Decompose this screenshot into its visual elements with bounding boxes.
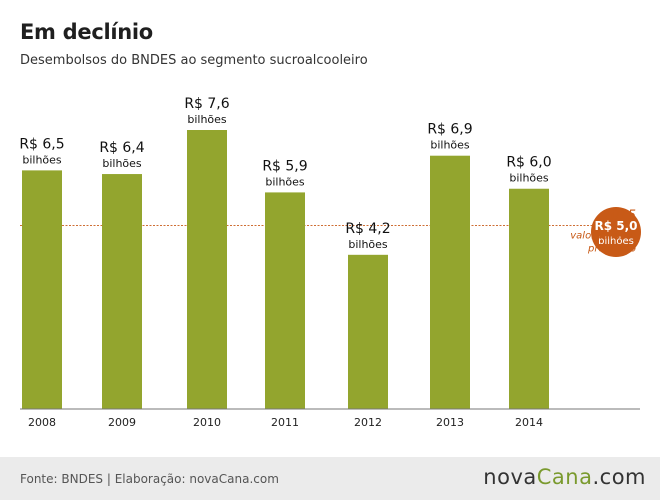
reference-value-label: R$ 5,0 (594, 219, 637, 233)
bar-2011 (265, 192, 305, 409)
value-label-2011: R$ 5,9 (262, 158, 307, 174)
footer: Fonte: BNDES | Elaboração: novaCana.com … (0, 457, 660, 500)
value-label-2012: R$ 4,2 (345, 221, 390, 237)
bar-2010 (187, 130, 227, 409)
bar-2013 (430, 155, 470, 409)
bar-2012 (348, 254, 388, 409)
x-tick-2009: 2009 (108, 416, 136, 429)
x-tick-2011: 2011 (271, 416, 299, 429)
unit-label-2011: bilhões (265, 175, 305, 188)
chart-subtitle: Desembolsos do BNDES ao segmento sucroal… (20, 53, 368, 68)
reference-year: 2015 (603, 208, 636, 223)
source-note: Fonte: BNDES | Elaboração: novaCana.com (20, 472, 279, 486)
x-tick-2012: 2012 (354, 416, 382, 429)
value-label-2008: R$ 6,5 (19, 136, 64, 152)
x-tick-2014: 2014 (515, 416, 543, 429)
bar-2008 (22, 170, 62, 409)
value-label-2009: R$ 6,4 (99, 140, 144, 156)
reference-note-line2: projetado (587, 243, 636, 254)
unit-label-2014: bilhões (509, 172, 549, 185)
x-tick-2013: 2013 (436, 416, 464, 429)
bar-2009 (102, 174, 142, 409)
unit-label-2013: bilhões (430, 139, 470, 152)
value-label-2013: R$ 6,9 (427, 122, 472, 138)
x-tick-2010: 2010 (193, 416, 221, 429)
value-label-2010: R$ 7,6 (184, 96, 229, 112)
value-label-2014: R$ 6,0 (506, 155, 551, 171)
unit-label-2012: bilhões (348, 238, 388, 251)
unit-label-2010: bilhões (187, 113, 227, 126)
reference-badge (591, 207, 641, 257)
x-tick-2008: 2008 (28, 416, 56, 429)
brand-logo: novaCana.com (483, 465, 646, 489)
reference-unit-label: bilhões (598, 236, 634, 247)
bar-2014 (509, 188, 549, 409)
unit-label-2008: bilhões (22, 153, 62, 166)
chart-title: Em declínio (20, 20, 153, 44)
unit-label-2009: bilhões (102, 157, 142, 170)
reference-note-line1: valor mínimo (570, 229, 636, 241)
